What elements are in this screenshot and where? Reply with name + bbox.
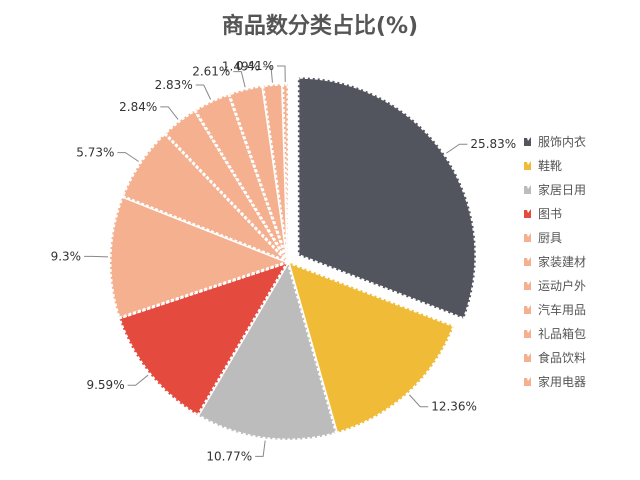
slice-7-label: 2.84% [119,100,157,114]
legend-swatch-1 [524,137,531,146]
slice-5-label: 9.3% [51,249,82,263]
slice-3-leader [255,440,266,457]
slice-4 [117,259,292,418]
legend-swatch-9 [524,329,531,338]
slice-6-leader [117,152,139,162]
legend-item-10: 食品饮料 [538,350,586,365]
legend-swatch-5 [524,233,531,242]
slice-8-leader [195,84,212,100]
slice-10-label: 1.49% [222,60,260,74]
slice-3 [195,258,339,442]
legend-swatch-7 [524,281,531,290]
legend-swatch-11 [524,377,531,386]
chart-title: 商品数分类占比(%) [221,14,419,39]
slice-4-label: 9.59% [86,378,124,392]
slice-2 [285,259,457,436]
legend-item-1: 服饰内衣 [538,134,586,149]
legend-swatch-10 [524,353,531,362]
slice-8 [192,92,290,263]
pie-slices [108,75,478,442]
slice-1-leader [445,143,468,154]
legend-swatch-8 [524,305,531,314]
legend-item-5: 厨具 [538,231,562,245]
slice-11-label: 0.41% [236,59,274,73]
slice-9-leader [233,71,246,88]
slice-6-label: 5.73% [76,146,114,160]
legend-item-11: 家用电器 [538,374,586,389]
legend-item-2: 鞋靴 [538,158,562,173]
slice-1 [296,75,478,321]
legend-item-6: 家装建材 [538,254,586,269]
legend-item-4: 图书 [538,207,562,221]
legend-swatch-3 [524,185,531,194]
legend-item-7: 运动户外 [538,278,586,293]
slice-6 [120,131,290,264]
legend-item-3: 家居日用 [538,182,586,197]
slice-2-label: 12.36% [431,400,477,414]
slice-4-leader [127,374,149,386]
slice-11-leader [276,65,286,83]
slice-5 [108,194,293,320]
slice-1-label: 25.83% [470,137,516,151]
legend-swatch-6 [524,257,531,266]
slice-8-label: 2.83% [155,78,193,92]
legend-item-9: 礼品箱包 [538,326,586,341]
data-labels: 25.83% 12.36% 10.77% 9.59% 9.3% 5.73% 2.84% 2.8… [51,59,517,463]
leader-lines [84,65,468,457]
legend-swatch-2 [524,161,531,170]
slice-11 [280,82,290,263]
slice-9-label: 2.61% [192,65,230,79]
legend-item-8: 汽车用品 [538,302,586,317]
slice-3-label: 10.77% [206,449,252,463]
slice-7-leader [160,106,179,120]
legend-swatch-4 [524,209,531,218]
slice-2-leader [409,394,429,408]
slice-10-leader [263,66,273,83]
